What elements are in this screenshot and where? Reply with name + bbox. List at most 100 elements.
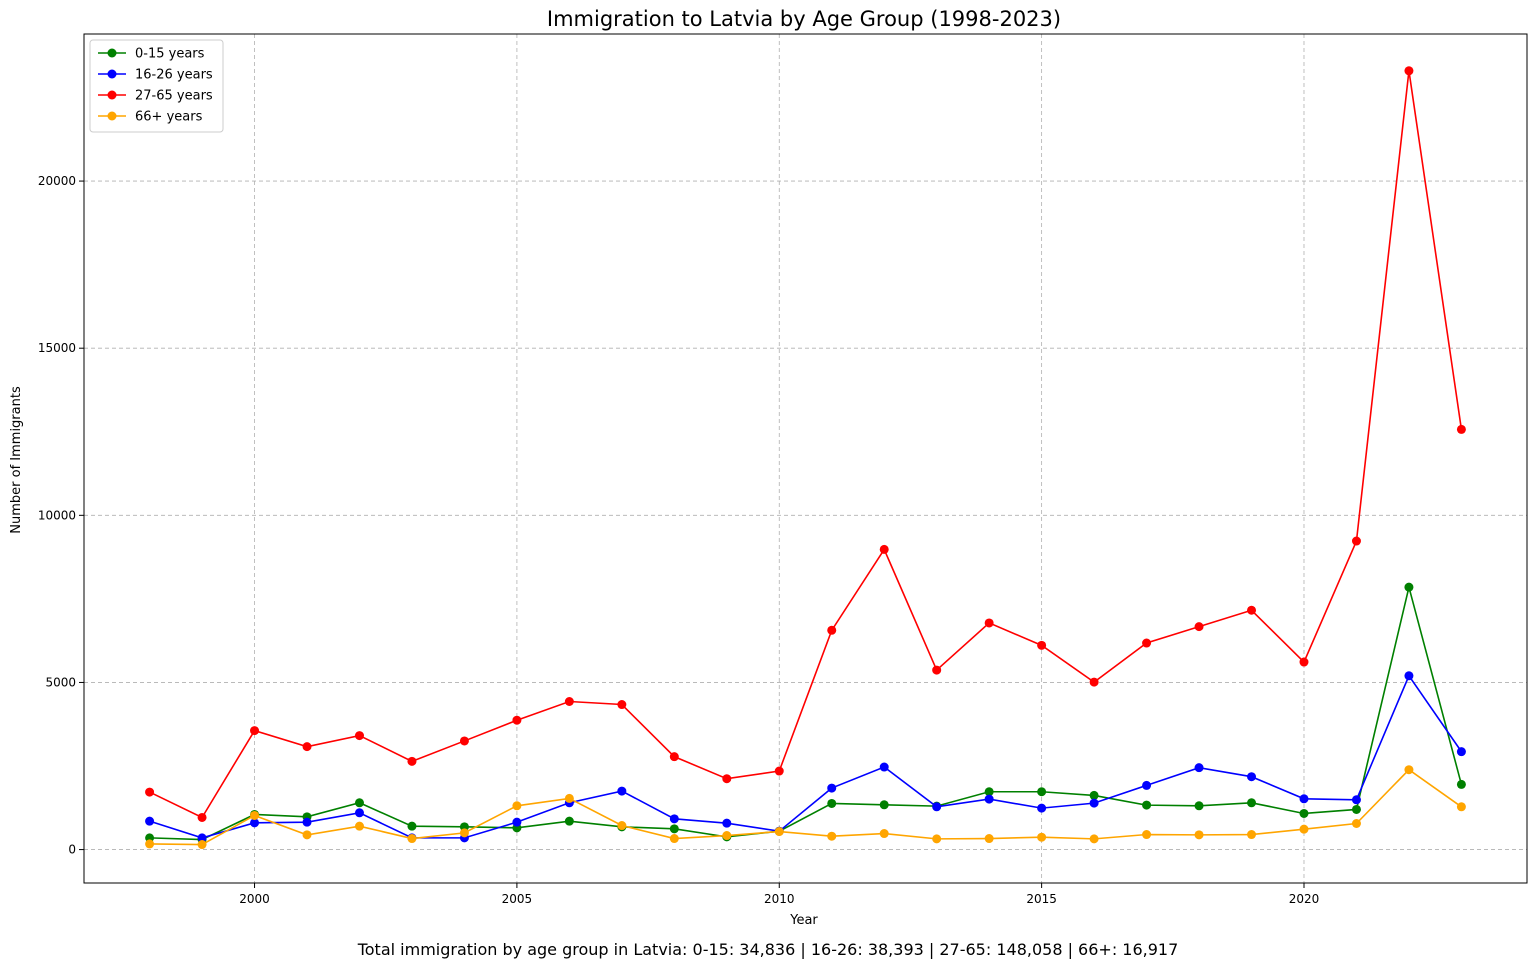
data-point: [722, 831, 732, 841]
data-point: [250, 818, 260, 828]
data-point: [1037, 640, 1047, 650]
data-point: [1089, 834, 1099, 844]
y-tick-label: 10000: [38, 508, 76, 522]
chart-title: Immigration to Latvia by Age Group (1998…: [547, 7, 1061, 31]
data-point: [1404, 582, 1414, 592]
data-point: [1404, 66, 1414, 76]
legend-item: 16-26 years: [98, 68, 213, 83]
legend-marker: [107, 69, 117, 79]
legend-label: 66+ years: [135, 110, 203, 125]
data-point: [1142, 638, 1152, 648]
data-point: [1089, 798, 1099, 808]
data-point: [145, 816, 155, 826]
data-point: [1247, 605, 1257, 615]
legend: 0-15 years 16-26 years 27-65 years 66+ year…: [89, 39, 224, 133]
legend-item: 27-65 years: [98, 89, 213, 104]
data-point: [354, 798, 364, 808]
data-point: [564, 697, 574, 707]
data-point: [617, 700, 627, 710]
data-point: [302, 830, 312, 840]
data-point: [984, 794, 994, 804]
data-point: [1194, 801, 1204, 811]
legend-label: 16-26 years: [135, 68, 213, 83]
data-point: [1037, 803, 1047, 813]
series-layer: [145, 66, 1466, 850]
data-point: [564, 816, 574, 826]
series-line: [149, 586, 1463, 841]
data-point: [827, 625, 837, 635]
data-point: [407, 756, 417, 766]
x-tick-label: 2020: [1289, 892, 1320, 906]
data-point: [512, 801, 522, 811]
data-point: [932, 834, 942, 844]
data-point: [827, 783, 837, 793]
x-tick-label: 2000: [239, 892, 270, 906]
legend-item: 66+ years: [98, 110, 203, 125]
data-point: [197, 840, 207, 850]
data-point: [250, 810, 260, 820]
data-point: [1037, 787, 1047, 797]
data-point: [354, 821, 364, 831]
data-point: [145, 839, 155, 849]
data-point: [1247, 830, 1257, 840]
data-point: [722, 774, 732, 784]
y-tick-label: 0: [68, 843, 76, 857]
data-point: [669, 834, 679, 844]
data-point: [1456, 747, 1466, 757]
data-point: [669, 824, 679, 834]
data-point: [932, 802, 942, 812]
data-point: [1351, 804, 1361, 814]
legend-marker: [107, 90, 117, 100]
data-point: [1456, 424, 1466, 434]
data-point: [564, 793, 574, 803]
grid: [84, 34, 1527, 883]
data-point: [354, 731, 364, 741]
plot-frame: [83, 33, 1528, 884]
data-point: [879, 800, 889, 810]
data-point: [1456, 779, 1466, 789]
data-point: [1037, 832, 1047, 842]
data-point: [1456, 802, 1466, 812]
legend-label: 0-15 years: [135, 47, 205, 62]
legend-marker: [107, 111, 117, 121]
series-line: [149, 674, 1463, 839]
data-point: [984, 618, 994, 628]
data-point: [827, 798, 837, 808]
data-point: [827, 831, 837, 841]
data-point: [1142, 800, 1152, 810]
data-point: [407, 834, 417, 844]
legend-marker: [107, 48, 117, 58]
y-axis-label: Number of Immigrants: [9, 386, 24, 534]
data-point: [617, 786, 627, 796]
data-point: [1351, 536, 1361, 546]
data-point: [407, 821, 417, 831]
footer-summary: Total immigration by age group in Latvia…: [357, 940, 1179, 959]
data-point: [1351, 819, 1361, 829]
data-point: [302, 817, 312, 827]
data-point: [1299, 824, 1309, 834]
x-tick-label: 2015: [1026, 892, 1057, 906]
data-point: [774, 766, 784, 776]
data-point: [354, 808, 364, 818]
data-point: [1299, 808, 1309, 818]
x-tick-label: 2005: [502, 892, 533, 906]
y-tick-label: 20000: [38, 174, 76, 188]
data-point: [669, 814, 679, 824]
data-point: [1299, 794, 1309, 804]
data-point: [1142, 780, 1152, 790]
data-point: [984, 834, 994, 844]
data-point: [669, 752, 679, 762]
series-16-26-years: [145, 671, 1466, 843]
data-point: [879, 544, 889, 554]
data-point: [722, 818, 732, 828]
legend-label: 27-65 years: [135, 89, 213, 104]
data-point: [774, 827, 784, 837]
data-point: [459, 828, 469, 838]
data-point: [197, 812, 207, 822]
data-point: [1142, 830, 1152, 840]
x-axis-label: Year: [789, 913, 818, 928]
data-point: [1247, 798, 1257, 808]
data-point: [932, 665, 942, 675]
y-tick-label: 15000: [38, 341, 76, 355]
data-point: [1194, 830, 1204, 840]
